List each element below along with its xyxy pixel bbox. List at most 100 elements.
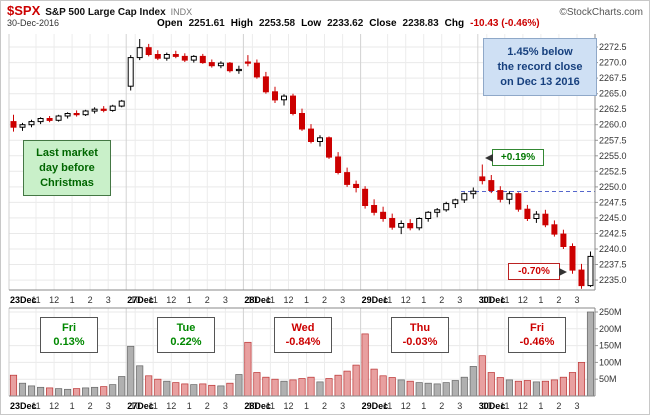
note-line: the record close [497, 60, 583, 73]
svg-text:2240.0: 2240.0 [599, 244, 627, 254]
svg-text:1: 1 [538, 401, 543, 411]
svg-text:3: 3 [457, 401, 462, 411]
svg-text:10: 10 [247, 295, 257, 305]
svg-text:23Dec: 23Dec [10, 295, 37, 305]
note-line: Last market [36, 146, 98, 159]
svg-text:29Dec: 29Dec [362, 295, 389, 305]
svg-text:3: 3 [106, 401, 111, 411]
svg-text:1: 1 [304, 295, 309, 305]
day-percent: -0.84% [285, 336, 321, 348]
svg-text:2: 2 [205, 295, 210, 305]
low-value: 2233.62 [327, 18, 364, 29]
svg-text:2267.5: 2267.5 [599, 73, 627, 83]
index-name: S&P 500 Large Cap Index [45, 7, 166, 18]
svg-text:11: 11 [31, 401, 40, 411]
high-label: High [230, 18, 253, 29]
svg-text:10: 10 [482, 401, 492, 411]
note-line: 1.45% below [507, 45, 573, 58]
svg-text:12: 12 [283, 401, 293, 411]
ticker-symbol: $SPX [7, 3, 41, 18]
svg-text:2262.5: 2262.5 [599, 104, 627, 114]
close-label: Close [369, 18, 397, 29]
svg-text:27Dec: 27Dec [127, 401, 154, 411]
svg-text:2: 2 [88, 295, 93, 305]
svg-text:2: 2 [322, 295, 327, 305]
svg-text:3: 3 [340, 401, 345, 411]
svg-text:100M: 100M [599, 357, 622, 367]
day-summary-thu: Thu -0.03% [391, 317, 449, 353]
svg-text:30Dec: 30Dec [479, 295, 506, 305]
record-close-note: 1.45% below the record close on Dec 13 2… [483, 38, 597, 96]
svg-text:10: 10 [247, 401, 257, 411]
svg-text:12: 12 [401, 295, 411, 305]
high-value: 2253.58 [258, 18, 296, 29]
svg-text:2: 2 [556, 401, 561, 411]
svg-text:2260.0: 2260.0 [599, 120, 627, 130]
svg-text:2: 2 [322, 401, 327, 411]
svg-text:11: 11 [149, 401, 158, 411]
svg-text:28Dec: 28Dec [244, 295, 271, 305]
svg-text:30Dec: 30Dec [479, 401, 506, 411]
chart-date: 30-Dec-2016 [7, 18, 60, 28]
svg-text:11: 11 [266, 295, 275, 305]
svg-text:3: 3 [223, 295, 228, 305]
svg-text:50M: 50M [599, 374, 617, 384]
svg-text:3: 3 [574, 295, 579, 305]
svg-text:1: 1 [421, 401, 426, 411]
svg-text:1: 1 [70, 295, 75, 305]
svg-text:2270.0: 2270.0 [599, 58, 627, 68]
svg-text:2255.0: 2255.0 [599, 151, 627, 161]
svg-text:1: 1 [70, 401, 75, 411]
svg-text:12: 12 [166, 401, 176, 411]
quote-row: 30-Dec-2016 Open 2251.61 High 2253.58 Lo… [7, 18, 643, 31]
svg-text:2242.5: 2242.5 [599, 229, 627, 239]
svg-text:11: 11 [500, 401, 509, 411]
open-label: Open [157, 18, 183, 29]
intraday-high-flag: +0.19% [485, 149, 544, 166]
svg-text:3: 3 [106, 295, 111, 305]
day-name: Fri [529, 322, 545, 334]
svg-text:2: 2 [205, 401, 210, 411]
exchange-label: INDX [170, 7, 193, 17]
day-name: Wed [291, 322, 315, 334]
svg-text:2257.5: 2257.5 [599, 135, 627, 145]
svg-text:2265.0: 2265.0 [599, 89, 627, 99]
note-line: on Dec 13 2016 [500, 75, 580, 88]
svg-text:2235.0: 2235.0 [599, 275, 627, 285]
svg-text:1: 1 [538, 295, 543, 305]
svg-text:2272.5: 2272.5 [599, 42, 627, 52]
day-percent: 0.22% [170, 336, 202, 348]
svg-text:2250.0: 2250.0 [599, 182, 627, 192]
svg-text:12: 12 [49, 295, 59, 305]
svg-text:2245.0: 2245.0 [599, 213, 627, 223]
svg-text:2: 2 [88, 401, 93, 411]
svg-text:10: 10 [482, 295, 492, 305]
svg-text:11: 11 [149, 295, 158, 305]
chart-header: $SPX S&P 500 Large Cap Index INDX ©Stock… [7, 3, 643, 18]
day-percent: -0.03% [402, 336, 438, 348]
svg-text:3: 3 [223, 401, 228, 411]
day-summary-fri2: Fri -0.46% [508, 317, 566, 353]
christmas-note: Last market day before Christmas [23, 140, 111, 196]
svg-text:3: 3 [340, 295, 345, 305]
note-line: day before [39, 161, 95, 174]
svg-text:28Dec: 28Dec [244, 401, 271, 411]
svg-text:10: 10 [130, 295, 140, 305]
day-summary-wed: Wed -0.84% [274, 317, 332, 353]
svg-text:11: 11 [383, 295, 392, 305]
svg-text:2247.5: 2247.5 [599, 197, 627, 207]
chg-label: Chg [444, 18, 465, 29]
svg-text:1: 1 [187, 401, 192, 411]
svg-text:12: 12 [518, 401, 528, 411]
svg-text:23Dec: 23Dec [10, 401, 37, 411]
low-label: Low [301, 18, 322, 29]
day-percent: 0.13% [53, 336, 85, 348]
day-summary-tue: Tue 0.22% [157, 317, 215, 353]
day-percent: -0.46% [519, 336, 555, 348]
svg-text:12: 12 [166, 295, 176, 305]
svg-text:12: 12 [49, 401, 59, 411]
svg-text:1: 1 [304, 401, 309, 411]
copyright-text: ©StockCharts.com [559, 7, 643, 18]
svg-text:250M: 250M [599, 307, 622, 317]
